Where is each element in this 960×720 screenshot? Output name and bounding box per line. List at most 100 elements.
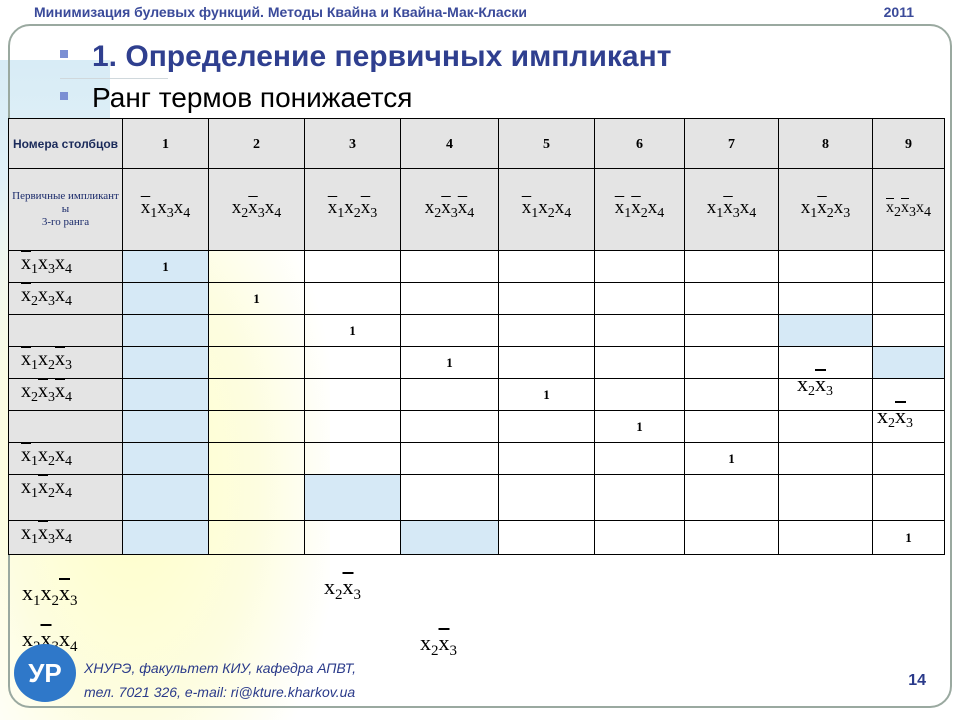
table-cell (778, 378, 873, 411)
table-cell (498, 442, 595, 475)
table-cell (684, 520, 779, 555)
column-term-4: x2x3x4 (400, 168, 499, 251)
table-row: 1 (8, 410, 945, 443)
table-cell (684, 282, 779, 315)
table-row: x1x2x4 1 (8, 442, 945, 475)
table-cell (400, 520, 499, 555)
table-cell (594, 314, 685, 347)
table-row: x2x3x4 1 x2x3 (8, 378, 945, 431)
cell-value: 1 (446, 354, 453, 370)
column-number-6: 6 (594, 118, 685, 169)
term: x1x3x4 (706, 197, 757, 221)
table-cell: 1 (594, 410, 685, 443)
cell-value: 1 (253, 290, 260, 306)
table-cell: 1 (304, 314, 401, 347)
table-cell (684, 378, 779, 411)
table-cell (684, 474, 779, 521)
term: x1x3x4 (21, 252, 72, 277)
table-cell (872, 282, 945, 315)
table-cell: 1 (498, 378, 595, 411)
table-cell (872, 346, 945, 379)
corner-label: Номера столбцов (12, 136, 119, 151)
free-term-1: x1x2x3 (22, 580, 78, 609)
footer-line-1: ХНУРЭ, факультет КИУ, кафедра АПВТ, (84, 660, 357, 676)
row-header-label-2: 3-го ранга (41, 216, 90, 228)
row-term-cell: x2x3x4 (8, 378, 123, 411)
column-number-2: 2 (208, 118, 305, 169)
table-cell (594, 346, 685, 379)
row-term-cell (8, 314, 123, 347)
table-cell (778, 314, 873, 347)
table-cell (498, 282, 595, 315)
table-cell (208, 314, 305, 347)
table-row: x1x3x4 1 (8, 520, 945, 555)
table-cell: 1 (872, 520, 945, 555)
column-term-8: x1x2x3 (778, 168, 873, 251)
term: x2x3x4 (886, 199, 931, 220)
term: x1x2x4 (521, 197, 572, 221)
term: x1x3x4 (140, 197, 191, 221)
table-cell (122, 282, 209, 315)
column-number-7: 7 (684, 118, 779, 169)
table-cell (594, 442, 685, 475)
free-term-2: x2x3 (324, 574, 361, 603)
term: x1x2x4 (614, 197, 665, 221)
column-number-4: 4 (400, 118, 499, 169)
table-cell (122, 474, 209, 521)
page-number: 14 (908, 672, 926, 689)
table-cell (684, 314, 779, 347)
table-cell (304, 282, 401, 315)
table-cell (872, 314, 945, 347)
cell-value: 1 (905, 529, 912, 545)
column-term-1: x1x3x4 (122, 168, 209, 251)
divider (60, 78, 168, 79)
column-term-3: x1x2x3 (304, 168, 401, 251)
table-cell (872, 474, 945, 521)
column-term-5: x1x2x4 (498, 168, 595, 251)
column-number-5: 5 (498, 118, 595, 169)
table-cell (498, 346, 595, 379)
table-cell (594, 250, 685, 283)
row-term-cell: x1x3x4 (8, 520, 123, 555)
table-cell (684, 250, 779, 283)
table-row: x1x2x4 (8, 474, 945, 521)
table-cell (872, 442, 945, 475)
table-cell (400, 474, 499, 521)
footer-line-2: тел. 7021 326, e-mail: ri@kture.kharkov.… (84, 684, 356, 700)
table-cell (778, 474, 873, 521)
table-cell (778, 520, 873, 555)
table-cell (208, 442, 305, 475)
table-cell (594, 474, 685, 521)
term: x1x2x3 (800, 197, 851, 221)
table-cell: 1 (684, 442, 779, 475)
term: x1x2x4 (21, 444, 72, 469)
row-term-cell: x1x3x4 (8, 250, 123, 283)
column-number-3: 3 (304, 118, 401, 169)
table-cell (122, 378, 209, 411)
table-cell (498, 474, 595, 521)
column-term-2: x2x3x4 (208, 168, 305, 251)
table-cell (684, 346, 779, 379)
table-cell: x2x3 (872, 378, 945, 431)
row-header-label-1: Первичные импликант ы (12, 190, 119, 215)
column-term-9: x2x3x4 (872, 168, 945, 251)
term: x2x3x4 (21, 284, 72, 309)
table-terms-row: Первичные импликант ы 3-го ранга x1x3x4 … (8, 168, 945, 251)
table-cell: 1 (122, 250, 209, 283)
table-cell (778, 282, 873, 315)
table-cell (304, 410, 401, 443)
table-cell (778, 250, 873, 283)
table-cell (122, 346, 209, 379)
table-cell (304, 346, 401, 379)
cell-value: 1 (349, 322, 356, 338)
university-logo: УР (14, 644, 76, 702)
column-term-6: x1x2x4 (594, 168, 685, 251)
table-cell (304, 250, 401, 283)
header-year: 2011 (883, 4, 914, 20)
row-term-cell: x1x2x4 (8, 474, 123, 521)
table-cell (594, 378, 685, 411)
implicant-table: Номера столбцов 1 2 3 4 5 6 7 8 9 Первич… (8, 118, 945, 555)
table-cell: x2x3 (778, 346, 873, 399)
table-cell (872, 410, 945, 443)
slide-subheading: Ранг термов понижается (92, 82, 413, 113)
